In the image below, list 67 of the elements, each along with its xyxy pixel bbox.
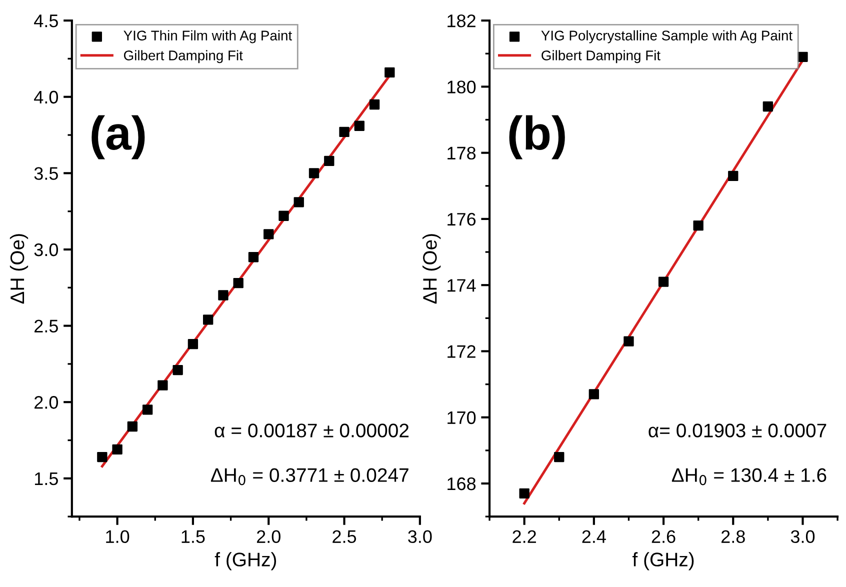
y-tick-label: 3.5 bbox=[34, 167, 58, 180]
x-axis-title: f (GHz) bbox=[214, 552, 276, 570]
point bbox=[233, 278, 244, 288]
point bbox=[324, 156, 334, 166]
y-tick-label: 178 bbox=[448, 146, 476, 160]
legend-label: Gilbert Damping Fit bbox=[542, 50, 660, 64]
point bbox=[97, 452, 108, 462]
point bbox=[762, 101, 774, 112]
point bbox=[127, 421, 138, 432]
point bbox=[658, 276, 669, 287]
y-axis-title: ΔH (Oe) bbox=[422, 234, 441, 304]
y-tick-label: 182 bbox=[448, 14, 476, 28]
x-tick-label: 2.5 bbox=[332, 530, 356, 544]
legend-label: YIG Polycrystalline Sample with Ag Paint bbox=[541, 30, 792, 44]
annotation: ΔH$_{0}$ = 130.4 ± 1.6 bbox=[672, 468, 826, 486]
annotation: (a) bbox=[92, 115, 145, 160]
x-axis-title: f (GHz) bbox=[632, 552, 694, 570]
y-tick-label: 2.5 bbox=[34, 320, 58, 333]
point bbox=[339, 126, 350, 138]
legend-label: Gilbert Damping Fit bbox=[124, 50, 243, 64]
x-tick-label: 3.0 bbox=[790, 530, 815, 544]
point bbox=[278, 210, 289, 221]
point bbox=[693, 220, 704, 231]
point bbox=[554, 452, 564, 462]
y-tick-label: 3.0 bbox=[34, 243, 58, 256]
point bbox=[588, 389, 600, 400]
y-tick-label: 176 bbox=[448, 212, 476, 226]
x-tick-label: 1.5 bbox=[182, 530, 205, 544]
point bbox=[188, 339, 198, 350]
y-tick-label: 4.0 bbox=[34, 90, 58, 104]
point bbox=[384, 67, 395, 78]
y-tick-label: 170 bbox=[448, 411, 476, 424]
point bbox=[172, 364, 183, 376]
point bbox=[624, 336, 634, 346]
y-tick-label: 174 bbox=[448, 279, 476, 292]
annotation: α = 0.00187 ± 0.00002 bbox=[214, 424, 409, 438]
y-tick-label: 4.5 bbox=[34, 14, 58, 28]
x-tick-label: 2.4 bbox=[582, 530, 606, 543]
point bbox=[308, 168, 320, 178]
x-tick-label: 2.0 bbox=[256, 530, 280, 544]
y-tick-label: 180 bbox=[448, 80, 476, 94]
annotation: (b) bbox=[509, 115, 565, 160]
x-tick-label: 2.8 bbox=[721, 530, 745, 544]
point bbox=[294, 197, 304, 208]
legend-label: YIG Thin Film with Ag Paint bbox=[124, 30, 292, 44]
point bbox=[248, 252, 259, 262]
point bbox=[264, 229, 274, 240]
point bbox=[203, 314, 214, 325]
point bbox=[142, 404, 153, 415]
point bbox=[369, 99, 380, 110]
x-tick-label: 3.0 bbox=[408, 530, 432, 544]
x-tick-label: 2.2 bbox=[512, 530, 536, 543]
y-tick-label: 172 bbox=[448, 345, 476, 358]
annotation: ΔH$_{0}$ = 0.3771 ± 0.0247 bbox=[210, 468, 408, 486]
y-axis-title: ΔH (Oe) bbox=[10, 234, 28, 304]
annotation: α= 0.01903 ± 0.0007 bbox=[648, 424, 826, 438]
point bbox=[158, 380, 168, 390]
point bbox=[728, 170, 738, 182]
x-tick-label: 1.0 bbox=[106, 530, 130, 544]
point bbox=[354, 120, 364, 131]
y-tick-label: 168 bbox=[448, 477, 476, 490]
y-tick-label: 2.0 bbox=[34, 396, 58, 409]
point bbox=[218, 290, 228, 300]
y-tick-label: 1.5 bbox=[34, 472, 58, 486]
point bbox=[112, 444, 122, 454]
point bbox=[519, 488, 530, 498]
x-tick-label: 2.6 bbox=[652, 530, 676, 544]
